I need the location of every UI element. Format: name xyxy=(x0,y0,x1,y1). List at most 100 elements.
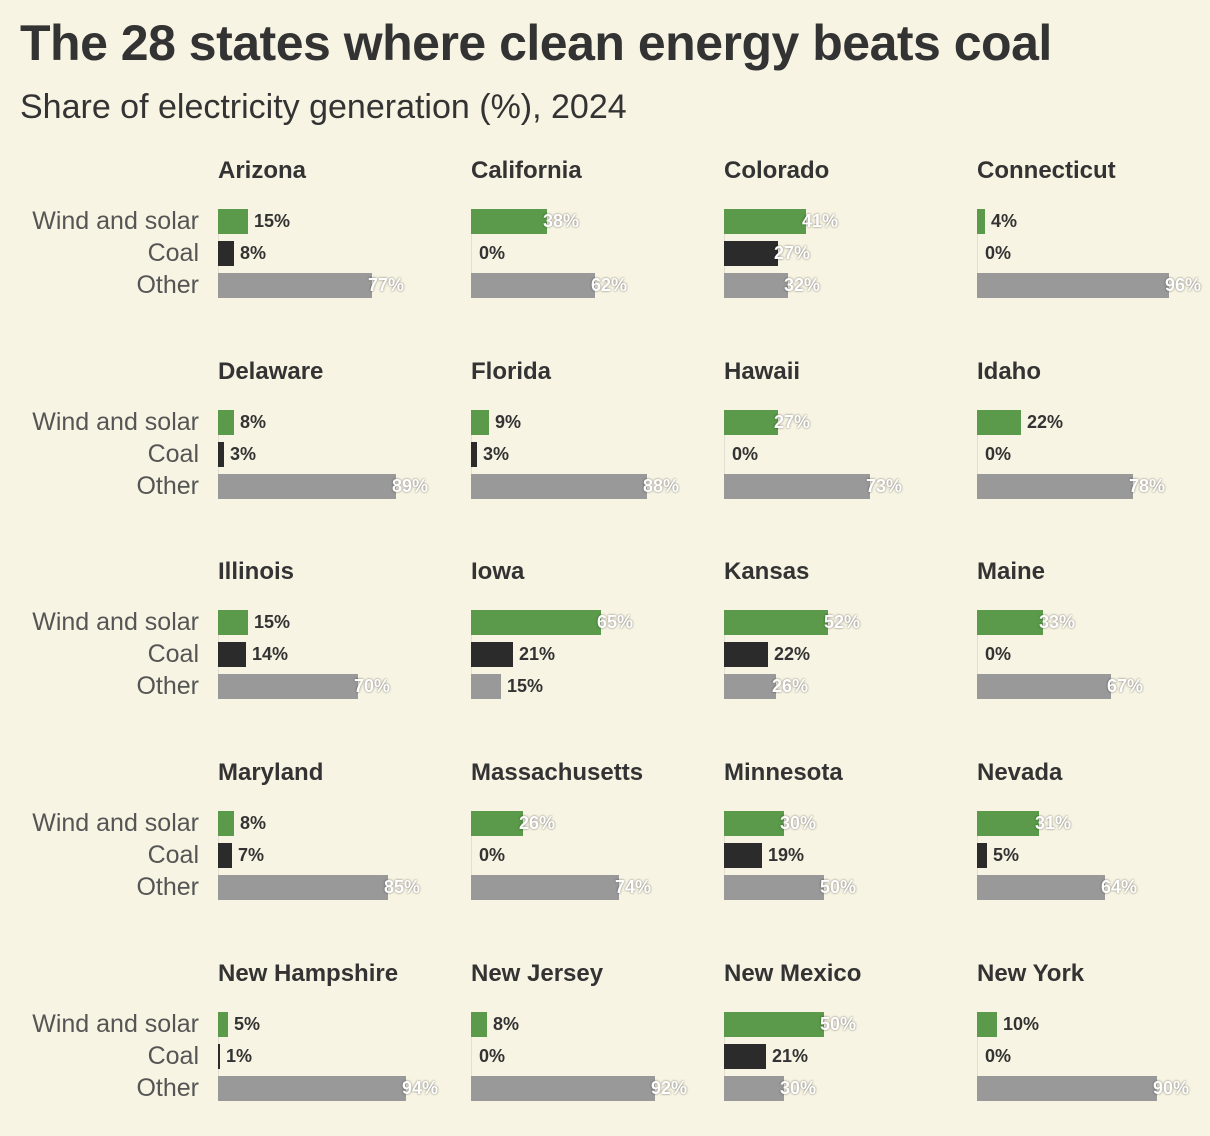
value-label: 70% xyxy=(354,676,391,697)
bar-wind-and-solar xyxy=(724,1011,824,1037)
value-label: 0% xyxy=(479,845,506,866)
bar-other xyxy=(977,875,1105,901)
value-label: 7% xyxy=(238,845,265,866)
bar-other xyxy=(471,273,595,298)
row-label-wind-and-solar: Wind and solar xyxy=(32,1009,199,1038)
bar-other xyxy=(218,875,388,901)
bar-coal xyxy=(471,441,477,467)
baseline xyxy=(724,409,725,499)
value-label: 14% xyxy=(252,644,289,665)
bar-wind-and-solar xyxy=(471,209,547,234)
panel-title: New Jersey xyxy=(471,959,604,987)
row-label-coal: Coal xyxy=(147,640,199,669)
value-label: 32% xyxy=(784,275,821,295)
value-label: 73% xyxy=(866,475,903,496)
panel-title: Iowa xyxy=(471,558,525,586)
panel-title: Maryland xyxy=(218,759,324,787)
value-label: 52% xyxy=(824,612,861,633)
value-label: 1% xyxy=(226,1045,253,1066)
panel-title: Colorado xyxy=(724,157,830,184)
bar-wind-and-solar xyxy=(977,1011,997,1037)
row-label-coal: Coal xyxy=(147,239,199,267)
bar-other xyxy=(218,674,358,700)
value-label: 10% xyxy=(1003,1013,1040,1034)
panel-title: New York xyxy=(977,959,1085,987)
bar-other xyxy=(724,473,870,499)
bar-wind-and-solar xyxy=(977,811,1039,837)
value-label: 8% xyxy=(240,411,267,432)
bar-wind-and-solar xyxy=(977,409,1021,435)
bar-wind-and-solar xyxy=(218,409,234,435)
value-label: 5% xyxy=(234,1013,261,1034)
value-label: 4% xyxy=(991,211,1018,231)
value-label: 62% xyxy=(591,275,628,295)
chart-title: The 28 states where clean energy beats c… xyxy=(20,15,1052,71)
bar-wind-and-solar xyxy=(471,811,523,837)
bar-other xyxy=(977,273,1169,298)
row-label-other: Other xyxy=(136,672,199,701)
panel-title: Illinois xyxy=(218,558,295,586)
panel-title: Florida xyxy=(471,357,552,385)
bar-wind-and-solar xyxy=(218,610,248,636)
bar-other xyxy=(471,875,619,901)
row-label-coal: Coal xyxy=(147,841,199,870)
panel-title: Massachusetts xyxy=(471,759,644,787)
bar-other xyxy=(471,1075,655,1101)
panel-title: Nevada xyxy=(977,759,1063,787)
panel-title: Maine xyxy=(977,558,1046,586)
bar-coal xyxy=(724,843,762,869)
panel-title: Delaware xyxy=(218,357,324,385)
value-label: 41% xyxy=(802,211,839,231)
bar-coal xyxy=(218,642,246,668)
row-label-other: Other xyxy=(136,873,199,902)
value-label: 31% xyxy=(1035,813,1072,834)
bar-other xyxy=(977,674,1111,700)
value-label: 50% xyxy=(820,1013,857,1034)
bar-coal xyxy=(471,642,513,668)
value-label: 0% xyxy=(985,1045,1012,1066)
bar-wind-and-solar xyxy=(724,209,806,234)
bar-other xyxy=(724,273,788,298)
bar-wind-and-solar xyxy=(977,209,985,234)
row-label-wind-and-solar: Wind and solar xyxy=(32,207,199,235)
bar-wind-and-solar xyxy=(724,409,778,435)
bar-coal xyxy=(724,241,778,266)
bar-coal xyxy=(724,642,768,668)
bar-wind-and-solar xyxy=(724,811,784,837)
value-label: 92% xyxy=(651,1077,688,1098)
bar-wind-and-solar xyxy=(471,610,601,636)
baseline xyxy=(977,409,978,499)
value-label: 0% xyxy=(985,644,1012,665)
bar-coal xyxy=(977,843,987,869)
value-label: 65% xyxy=(597,612,634,633)
value-label: 64% xyxy=(1101,877,1138,898)
value-label: 0% xyxy=(479,1045,506,1066)
bar-wind-and-solar xyxy=(471,409,489,435)
value-label: 74% xyxy=(615,877,652,898)
value-label: 85% xyxy=(384,877,421,898)
bar-coal xyxy=(218,843,232,869)
value-label: 9% xyxy=(495,411,522,432)
value-label: 5% xyxy=(993,845,1020,866)
bar-coal xyxy=(724,1043,766,1069)
value-label: 30% xyxy=(780,813,817,834)
baseline xyxy=(977,209,978,298)
value-label: 0% xyxy=(732,443,759,464)
bar-other xyxy=(724,674,776,700)
bar-coal xyxy=(218,241,234,266)
baseline xyxy=(471,811,472,901)
value-label: 8% xyxy=(240,813,267,834)
bar-coal xyxy=(218,441,224,467)
bar-wind-and-solar xyxy=(724,610,828,636)
row-label-other: Other xyxy=(136,471,199,500)
bar-other xyxy=(724,875,824,901)
value-label: 30% xyxy=(780,1077,817,1098)
row-label-other: Other xyxy=(136,271,199,299)
value-label: 26% xyxy=(519,813,556,834)
value-label: 27% xyxy=(774,243,811,263)
value-label: 50% xyxy=(820,877,857,898)
value-label: 8% xyxy=(240,243,267,263)
panel-title: Arizona xyxy=(218,157,307,184)
value-label: 89% xyxy=(392,475,429,496)
